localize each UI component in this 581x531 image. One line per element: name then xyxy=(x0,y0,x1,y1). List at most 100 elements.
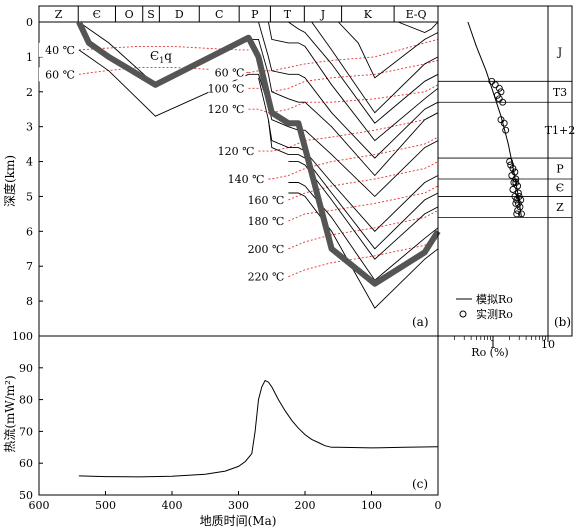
x-tick-label: 300 xyxy=(228,499,249,512)
legend: 模拟Ro 实测Ro xyxy=(456,292,513,321)
measured-ro-point xyxy=(502,126,510,134)
measured-ro-point xyxy=(491,81,499,89)
formation-label: Є1q xyxy=(150,49,172,65)
panel-a-burial-history: Z Є O S D C P T J K E-Q 0 1 2 3 4 5 6 7 8 40 ℃ 60 ℃ 60 ℃ 100 … xyxy=(2,5,441,337)
stratum-label: Є xyxy=(556,182,564,195)
panel-a-y-axis: 0 1 2 3 4 5 6 7 8 xyxy=(26,16,43,308)
x-tick-label: 400 xyxy=(162,499,183,512)
measured-ro-point xyxy=(518,210,525,218)
isotherm-label-bg xyxy=(38,67,76,82)
modeled-ro xyxy=(467,21,522,218)
y-tick-label: 7 xyxy=(26,260,33,273)
x-tick-label: 100 xyxy=(361,499,382,512)
highlight-burial-line xyxy=(76,20,441,287)
highlight-line xyxy=(76,20,441,287)
burial-line xyxy=(288,161,439,260)
isotherm-label-bg xyxy=(248,192,286,207)
isotherm-line xyxy=(268,136,439,180)
measured-ro-point xyxy=(516,203,524,211)
modeled-ro-line xyxy=(467,21,522,218)
x-tick-label: 600 xyxy=(29,499,50,512)
panel-a-label: (a) xyxy=(412,315,429,329)
burial-line xyxy=(288,192,439,309)
burial-line xyxy=(397,21,439,33)
y-tick-label: 4 xyxy=(26,156,33,169)
stratum-label: P xyxy=(556,163,564,176)
measured-ro-point xyxy=(495,95,503,103)
isotherm-label-bg xyxy=(248,213,286,228)
y-tick-label: 2 xyxy=(26,86,33,99)
isotherm-label: 60 ℃ xyxy=(45,68,75,81)
burial-line xyxy=(258,77,439,232)
stratum-label: T3 xyxy=(553,86,567,99)
burial-line xyxy=(267,21,439,142)
burial-line xyxy=(258,21,439,159)
measured-ro-point xyxy=(509,165,517,172)
measured-ro-point xyxy=(510,179,518,186)
panel-b-frame xyxy=(437,5,573,337)
panel-a-frame xyxy=(38,5,439,337)
measured-ro-point xyxy=(509,186,517,193)
period-label: T xyxy=(284,8,292,21)
period-label: E-Q xyxy=(406,8,427,21)
measured-ro-points xyxy=(488,77,525,218)
measured-ro-point xyxy=(507,161,515,169)
y-tick-label: 0 xyxy=(26,16,33,29)
panel-c-ylabel: 热流(mW/m²) xyxy=(3,375,17,452)
measured-ro-point xyxy=(500,119,508,127)
x-tick-label: 0 xyxy=(435,499,442,512)
x-tick-label: 200 xyxy=(295,499,316,512)
isotherm-label: 140 ℃ xyxy=(228,173,265,186)
period-label: P xyxy=(251,8,259,21)
panel-b-label: (b) xyxy=(554,315,571,329)
measured-ro-point xyxy=(513,210,521,218)
measured-ro-point xyxy=(514,199,522,207)
x-tick-label: 500 xyxy=(95,499,116,512)
period-label: C xyxy=(215,8,223,21)
panel-b-ro-profile: J T3 T1+2 PЄZ 1 10 模拟Ro 实测Ro (b) Ro (%) xyxy=(437,5,576,359)
measured-ro-point xyxy=(511,192,519,200)
stratum-label: Z xyxy=(556,201,564,214)
measured-ro-point xyxy=(514,206,522,214)
panel-b-x-axis: 1 10 xyxy=(454,336,555,351)
isotherm-label-bg xyxy=(38,42,76,57)
isotherm-label: 40 ℃ xyxy=(45,44,75,57)
measured-ro-point xyxy=(488,77,496,85)
isotherm-label: 120 ℃ xyxy=(208,103,245,116)
period-label: O xyxy=(125,8,134,21)
y-tick-label: 50 xyxy=(19,489,33,502)
x-tick-label: 1 xyxy=(490,338,497,351)
isotherm-label-bg xyxy=(218,144,256,159)
burial-line xyxy=(78,49,439,198)
panel-c-frame xyxy=(38,335,439,496)
period-label: Z xyxy=(55,8,63,21)
heat-flow-series xyxy=(78,379,439,478)
measured-ro-point xyxy=(493,91,501,99)
period-label: K xyxy=(364,8,373,21)
isotherm-label: 60 ℃ xyxy=(215,67,245,80)
isotherm-label: 100 ℃ xyxy=(208,82,245,95)
stratum-label: T1+2 xyxy=(545,124,576,137)
heat-flow-line xyxy=(78,379,439,478)
measured-ro-point xyxy=(515,192,523,200)
burial-line xyxy=(311,21,439,114)
isotherm-label: 120 ℃ xyxy=(218,145,255,158)
burial-line xyxy=(288,21,439,124)
y-tick-label: 1 xyxy=(26,51,33,64)
panel-c-xlabel: 地质时间(Ma) xyxy=(200,514,277,528)
measured-ro-point xyxy=(512,175,520,183)
isotherm-label-bg xyxy=(208,102,246,117)
isotherm-label: 220 ℃ xyxy=(248,271,285,284)
panel-c-axes: 50 60 70 80 90 100 600 500 400 300 200 100 0 xyxy=(12,330,442,512)
measured-ro-point xyxy=(499,98,507,106)
measured-ro-point xyxy=(508,172,516,179)
measured-ro-point xyxy=(495,84,503,92)
y-tick-label: 60 xyxy=(19,457,33,470)
y-tick-label: 100 xyxy=(12,330,33,343)
isotherm-label-bg xyxy=(208,81,246,96)
period-label: Є xyxy=(93,8,101,21)
measured-ro-point xyxy=(517,196,525,204)
isotherm-label-bg xyxy=(208,65,246,80)
period-label: D xyxy=(175,8,184,21)
measured-ro-point xyxy=(514,182,522,190)
